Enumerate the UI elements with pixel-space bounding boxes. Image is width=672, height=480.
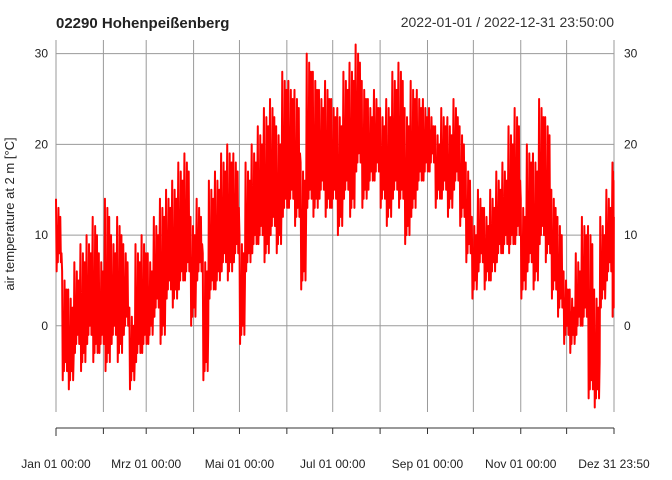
x-tick-label: Dez 31 23:50	[578, 457, 650, 471]
y-tick-label-left: 20	[35, 137, 49, 151]
y-tick-label-right: 30	[624, 47, 638, 61]
x-tick-label: Jul 01 00:00	[300, 457, 366, 471]
y-tick-label-right: 10	[624, 228, 638, 242]
temperature-series	[55, 43, 615, 409]
y-tick-label-left: 30	[35, 47, 49, 61]
x-tick-label: Mrz 01 00:00	[111, 457, 181, 471]
x-tick-label: Jan 01 00:00	[21, 457, 91, 471]
y-tick-label-left: 0	[41, 319, 48, 333]
x-tick-label: Mai 01 00:00	[205, 457, 275, 471]
y-tick-label-right: 0	[624, 319, 631, 333]
x-tick-label: Sep 01 00:00	[392, 457, 464, 471]
station-title: 02290 Hohenpeißenberg	[56, 15, 229, 32]
axes: Jan 01 00:00 Mrz 01 00:00 Mai 01 00:00 Jul …	[21, 47, 650, 471]
period-range: 2022-01-01 / 2022-12-31 23:50:00	[401, 14, 614, 30]
x-tick-label: Nov 01 00:00	[485, 457, 557, 471]
y-tick-label-right: 20	[624, 137, 638, 151]
y-axis-label: air temperature at 2 m [°C]	[2, 137, 17, 290]
temperature-line	[55, 43, 615, 409]
y-tick-label-left: 10	[35, 228, 49, 242]
